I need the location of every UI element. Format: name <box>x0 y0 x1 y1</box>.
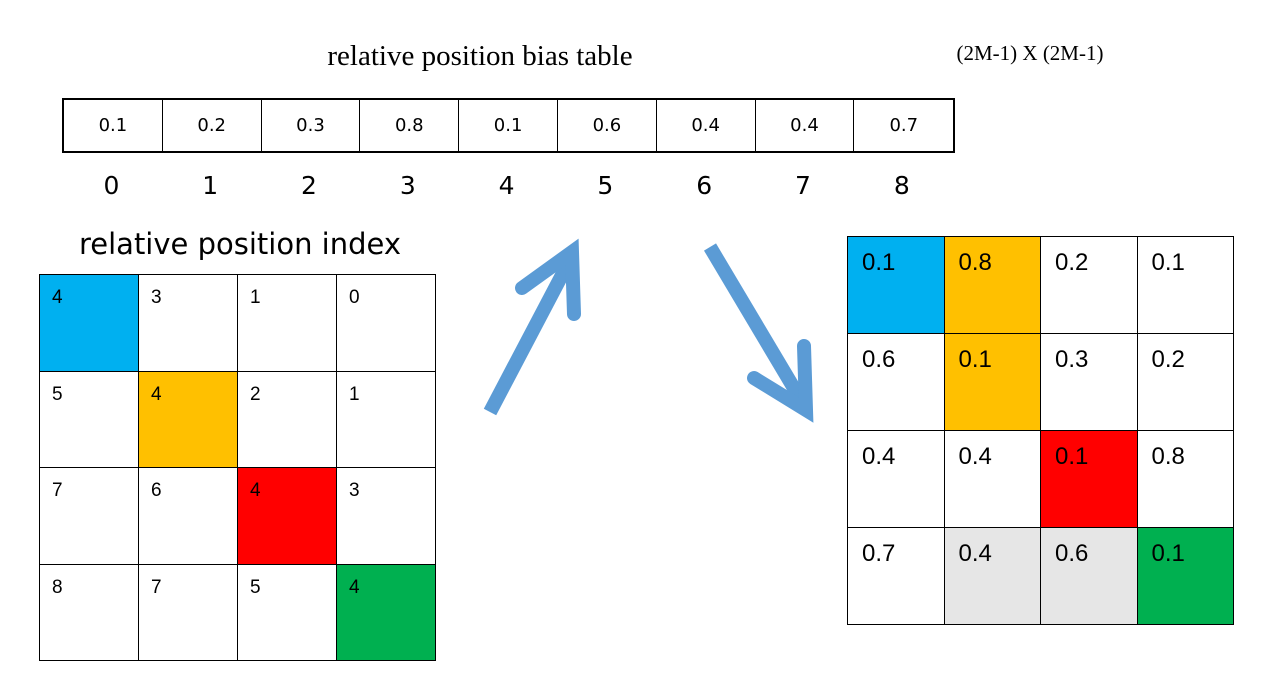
bias-cell: 0.2 <box>1137 334 1234 431</box>
index-cell: 3 <box>337 468 436 565</box>
bias-cell: 0.1 <box>1137 528 1234 625</box>
bias-table-index: 7 <box>795 171 811 200</box>
index-cell: 7 <box>139 564 238 661</box>
bias-cell: 0.6 <box>848 334 945 431</box>
bias-table-cell: 0.4 <box>657 100 756 151</box>
bias-cell: 0.1 <box>848 237 945 334</box>
bias-table-index: 1 <box>202 171 219 200</box>
index-cell: 2 <box>238 371 337 468</box>
index-cell: 1 <box>238 275 337 372</box>
index-cell: 5 <box>238 564 337 661</box>
bias-table: 0.1 0.2 0.3 0.8 0.1 0.6 0.4 0.4 0.7 <box>62 98 956 153</box>
index-cell: 6 <box>139 468 238 565</box>
bias-cell: 0.2 <box>1041 237 1138 334</box>
bias-table-indices: 0 1 2 3 4 5 6 7 8 <box>62 170 951 202</box>
bias-cell: 0.1 <box>944 334 1041 431</box>
bias-cell: 0.4 <box>944 528 1041 625</box>
bias-matrix: 0.1 0.8 0.2 0.1 0.6 0.1 0.3 0.2 0.4 0.4 … <box>847 236 1234 625</box>
bias-cell: 0.6 <box>1041 528 1138 625</box>
index-cell: 0 <box>337 275 436 372</box>
bias-table-index: 8 <box>893 171 910 200</box>
bias-table-cell: 0.8 <box>360 100 460 151</box>
index-cell: 5 <box>40 371 139 468</box>
index-matrix: 4 3 1 0 5 4 2 1 7 6 4 3 8 7 5 4 <box>39 274 436 661</box>
bias-table-cell: 0.1 <box>64 100 163 151</box>
bias-table-dimensions: (2M-1) X (2M-1) <box>956 41 1104 65</box>
index-cell: 4 <box>40 275 139 372</box>
bias-cell: 0.4 <box>848 431 945 528</box>
bias-cell: 0.8 <box>1137 431 1234 528</box>
index-cell: 7 <box>40 468 139 565</box>
index-cell: 1 <box>337 371 436 468</box>
bias-cell: 0.1 <box>1041 431 1138 528</box>
bias-cell: 0.1 <box>1137 237 1234 334</box>
bias-table-cell: 0.3 <box>262 100 361 151</box>
bias-table-cell: 0.1 <box>459 100 558 151</box>
bias-table-cell: 0.6 <box>558 100 657 151</box>
bias-table-cell: 0.7 <box>889 115 919 136</box>
bias-table-cell: 0.4 <box>756 100 855 151</box>
bias-cell: 0.4 <box>944 431 1041 528</box>
bias-table-title: relative position bias table <box>327 40 633 72</box>
index-cell: 3 <box>139 275 238 372</box>
index-matrix-title: relative position index <box>78 227 402 261</box>
bias-table-index: 4 <box>498 171 515 200</box>
index-cell: 8 <box>40 564 139 661</box>
up-arrow-icon <box>483 238 581 416</box>
bias-table-index: 5 <box>597 171 614 200</box>
bias-cell: 0.3 <box>1041 334 1138 431</box>
bias-table-cell: 0.2 <box>163 100 262 151</box>
bias-table-index: 0 <box>103 171 120 200</box>
down-arrow-icon <box>703 243 814 423</box>
bias-table-index: 6 <box>696 171 713 200</box>
index-cell: 4 <box>337 564 436 661</box>
index-cell: 4 <box>238 468 337 565</box>
bias-cell: 0.7 <box>848 528 945 625</box>
bias-cell: 0.8 <box>944 237 1041 334</box>
index-cell: 4 <box>139 371 238 468</box>
bias-table-index: 2 <box>301 171 317 200</box>
bias-table-index: 3 <box>399 171 416 200</box>
